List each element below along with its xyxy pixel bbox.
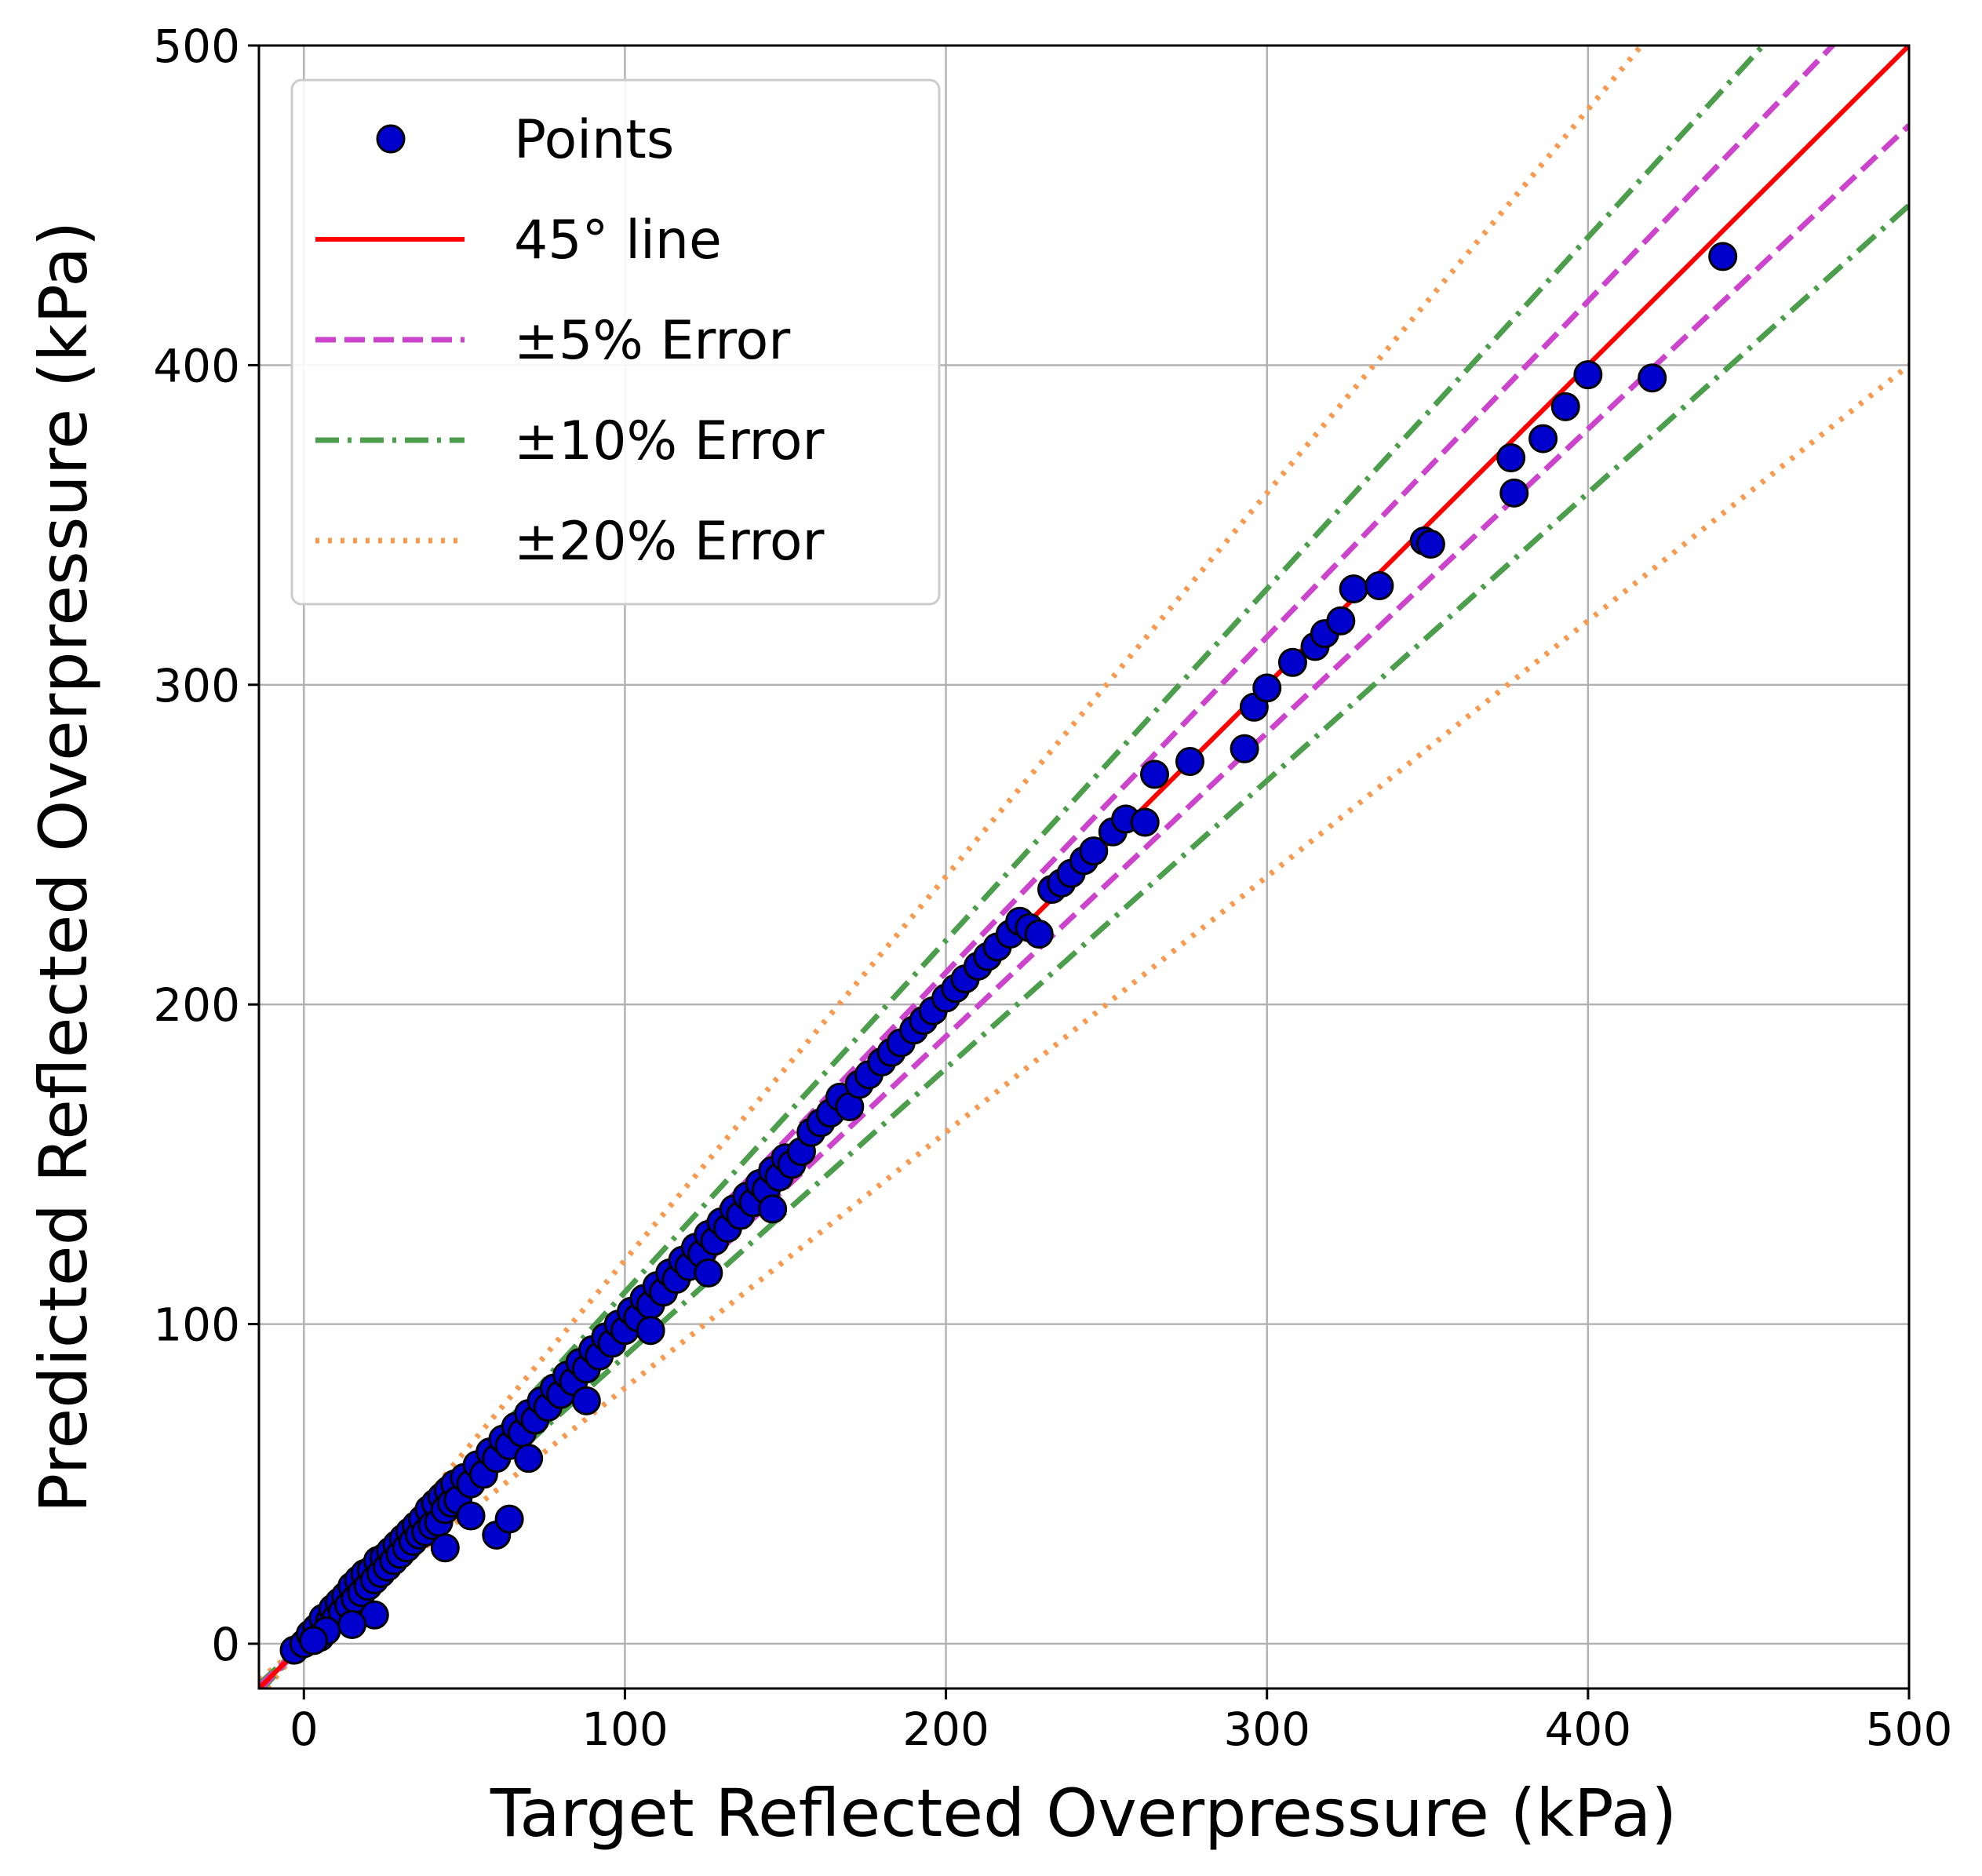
x-tick-label: 200 [902, 1703, 989, 1756]
x-tick-label: 100 [581, 1703, 669, 1756]
legend-label: ±20% Error [514, 511, 825, 573]
x-tick-label: 0 [290, 1703, 319, 1756]
data-point [514, 1444, 544, 1473]
data-point [1415, 530, 1445, 559]
data-point [1252, 673, 1282, 703]
data-point [636, 1316, 665, 1346]
x-tick-label: 500 [1866, 1703, 1953, 1756]
y-tick-label: 300 [153, 659, 240, 712]
data-point [571, 1386, 601, 1415]
scatter-points [279, 242, 1738, 1665]
y-tick-label: 400 [153, 339, 240, 392]
data-point [758, 1194, 788, 1224]
error-band-line [259, 46, 1837, 1688]
legend-label: 45° line [514, 209, 722, 271]
data-point [456, 1501, 486, 1531]
data-point [1230, 734, 1259, 763]
data-point [1130, 807, 1160, 837]
y-tick-label: 200 [153, 978, 240, 1032]
data-point [1140, 760, 1170, 789]
axis-ticks: 0 100 200 300 400 500 0 100 200 300 400 500 [153, 20, 1952, 1756]
data-point [1364, 570, 1394, 600]
data-point [299, 1626, 329, 1656]
data-point [1079, 836, 1109, 866]
legend-label: ±10% Error [514, 410, 825, 472]
data-point [1496, 443, 1526, 473]
error-band-line [262, 46, 1645, 1688]
data-point [1708, 242, 1738, 271]
plot-frame [257, 44, 1911, 1690]
x-tick-label: 400 [1544, 1703, 1631, 1756]
grid [259, 44, 1911, 1688]
legend-marker-points [376, 124, 406, 154]
data-point [430, 1533, 460, 1563]
data-point [1024, 920, 1054, 949]
legend-label: ±5% Error [514, 310, 790, 372]
x-tick-label: 300 [1223, 1703, 1310, 1756]
y-tick-label: 0 [211, 1618, 240, 1671]
legend-label: Points [514, 109, 674, 171]
data-point [494, 1504, 524, 1534]
legend: Points 45° line ±5% Error ±10% Error ±20% Er… [290, 78, 941, 606]
data-point [1175, 747, 1205, 777]
data-point [1499, 478, 1529, 508]
y-tick-label: 100 [153, 1299, 240, 1352]
data-point [1550, 392, 1580, 421]
x-axis-title: Target Reflected Overpressure (kPa) [490, 1775, 1677, 1852]
legend-box [290, 78, 941, 606]
data-point [694, 1258, 723, 1288]
data-point [1326, 606, 1356, 636]
data-point [1277, 647, 1307, 677]
data-point [337, 1610, 367, 1640]
data-point [1528, 424, 1558, 454]
y-axis-title: Predicted Reflected Overpressure (kPa) [25, 221, 102, 1514]
data-point [1638, 363, 1667, 393]
y-tick-label: 500 [153, 20, 240, 73]
data-point [1573, 360, 1603, 390]
data-point [1339, 574, 1368, 604]
